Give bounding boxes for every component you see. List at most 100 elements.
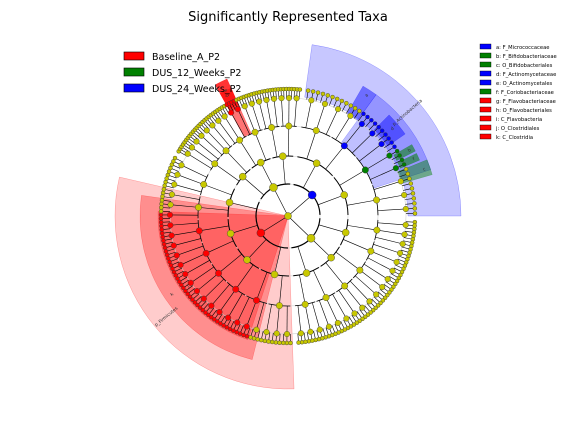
node-class-2-2: [302, 269, 311, 277]
node-leaf-1-0-1-0-1: [352, 106, 358, 111]
node-leaf-3-0-0-0-2: [280, 340, 286, 346]
branch-family-2-0-0-0: [377, 222, 406, 226]
node-leaf-3-2-1-1-1: [160, 234, 165, 240]
node-family-3-3-1-1: [174, 171, 181, 178]
legend-label-dus12: DUS_12_Weeks_P2: [152, 68, 241, 79]
node-leaf-3-0-0-1-1: [273, 340, 279, 345]
node-family-2-0-0-0: [402, 221, 409, 228]
branch-class-1-1: [317, 194, 345, 206]
branch-family-3-1-0-2: [211, 284, 230, 306]
branch-phylum-1: [287, 194, 313, 217]
taxa-key-label-10: k: C_Clostridia: [496, 135, 533, 141]
node-leaf-3-1-1-1-0: [190, 297, 195, 302]
branch-family-1-0-0-1: [315, 103, 326, 131]
node-class-0-2: [279, 152, 287, 160]
branch-family-3-1-0-0: [227, 293, 243, 318]
node-leaf-1-1-1-1-0: [409, 186, 415, 191]
node-leaf-3-0-0-2-0: [266, 339, 271, 344]
node-leaf-3-0-0-2-1: [262, 338, 268, 344]
node-family-0-0-1-2: [209, 122, 216, 129]
node-family-1-0-1-1: [358, 120, 365, 127]
branch-family-0-2-0-0: [258, 101, 267, 129]
node-leaf-1-0-0-0-2: [315, 90, 321, 95]
node-family-2-1-1-1: [359, 304, 366, 311]
branch-family-1-1-0-2: [370, 167, 396, 180]
node-family-1-1-1-1: [401, 192, 408, 199]
node-family-2-2-0-2: [326, 323, 333, 330]
branch-order-3-2-0: [205, 240, 234, 254]
chart-title: Significantly Represented Taxa: [188, 10, 388, 25]
node-leaf-3-3-0-2-1: [160, 190, 166, 196]
legend-label-dus24: DUS_24_Weeks_P2: [152, 84, 241, 95]
sector-label-j: j: [185, 284, 190, 290]
taxa-key-swatch-1: [479, 52, 492, 59]
node-leaf-1-0-0-2-1: [339, 98, 345, 104]
node-family-3-1-1-0: [200, 295, 207, 302]
branch-family-1-1-0-0: [359, 143, 382, 162]
branch-family-2-0-0-2: [375, 236, 403, 245]
taxa-key-swatch-5: [479, 88, 492, 95]
branch-family-1-1-1-0: [373, 181, 401, 190]
branch-phylum-0: [273, 187, 289, 217]
node-family-2-0-1-0: [397, 250, 404, 257]
node-family-1-1-1-0: [397, 178, 404, 185]
node-phylum-2: [306, 234, 316, 243]
node-leaf-1-0-0-1-2: [330, 94, 335, 100]
node-family-3-1-1-1: [193, 288, 200, 295]
node-family-3-0-1-2: [234, 319, 241, 326]
branch-family-1-0-1-0: [335, 115, 351, 140]
node-leaf-1-0-1-2-0: [372, 121, 378, 126]
node-family-0-2-1-0: [278, 95, 285, 102]
node-phylum-3: [256, 228, 266, 238]
branch-class-3-3: [229, 202, 257, 210]
branch-family-3-2-1-2: [170, 222, 199, 226]
node-leaf-1-1-0-2-1: [401, 162, 407, 167]
node-family-2-2-1-0: [316, 326, 323, 333]
node-class-3-2: [226, 229, 235, 238]
node-leaf-3-2-1-2-0: [159, 227, 164, 232]
node-leaf-3-0-1-0-0: [255, 337, 260, 342]
node-leaf-3-1-1-2-0: [183, 288, 188, 294]
branch-class-2-2: [297, 246, 307, 274]
branch-class-2-0: [318, 224, 346, 233]
node-leaf-3-1-0-0-1: [221, 323, 226, 328]
branch-family-2-1-1-0: [349, 280, 370, 302]
node-order-0-1-0: [236, 136, 244, 144]
node-leaf-1-1-1-0-2: [408, 181, 413, 186]
taxa-key-swatch-8: [479, 115, 492, 122]
node-leaf-1-1-0-2-2: [403, 166, 409, 172]
node-family-2-1-1-0: [366, 298, 373, 305]
branch-order-1-1-1: [346, 199, 377, 206]
sector-label-c: c: [422, 167, 426, 173]
taxa-key-label-0: a: F_Micrococcaceae: [496, 45, 549, 51]
node-family-3-1-0-1: [216, 309, 223, 316]
node-family-3-2-0-1: [177, 261, 184, 268]
taxa-key-label-5: f: F_Coriobacteriaceae: [496, 90, 554, 96]
branch-family-0-0-1-1: [206, 130, 227, 151]
branch-family-0-2-1-2: [294, 98, 297, 127]
branch-family-1-0-1-1: [344, 123, 363, 146]
branch-family-0-1-1-0: [237, 109, 250, 135]
node-family-2-2-1-1: [307, 328, 314, 335]
node-class-0-1: [257, 158, 265, 167]
node-leaf-1-0-1-2-1: [376, 124, 381, 130]
branch-order-3-0-1: [256, 272, 268, 301]
node-order-2-1-1: [341, 282, 349, 290]
node-order-0-2-1: [285, 122, 293, 130]
node-family-0-0-0-1: [188, 144, 195, 151]
branch-order-1-0-1: [325, 145, 345, 170]
branch-family-3-0-0-1: [276, 305, 280, 334]
node-family-3-2-1-0: [170, 242, 177, 249]
branch-family-0-0-1-2: [212, 125, 231, 148]
branch-order-2-2-1: [299, 274, 306, 305]
branch-family-3-2-1-1: [171, 230, 200, 236]
node-order-2-2-1: [301, 300, 309, 308]
node-class-0-0: [239, 172, 247, 181]
node-leaf-3-0-0-0-0: [288, 340, 293, 346]
node-family-2-2-0-1: [334, 319, 341, 326]
node-leaf-3-1-1-1-1: [187, 294, 193, 299]
node-order-0-0-1: [222, 147, 230, 155]
node-leaf-3-3-0-1-0: [159, 205, 164, 210]
node-family-1-0-1-2: [369, 130, 376, 137]
node-class-1-1: [340, 191, 348, 199]
